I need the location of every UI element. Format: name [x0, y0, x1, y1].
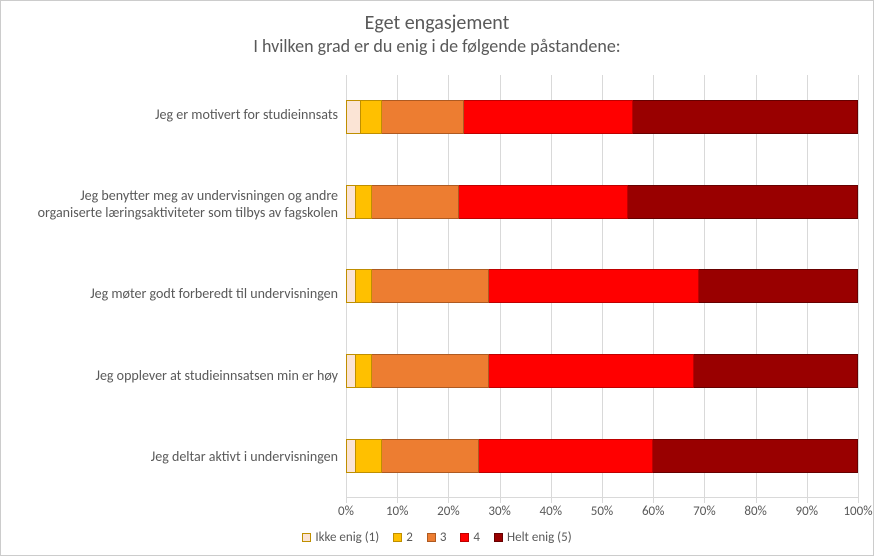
x-tick-mark	[756, 498, 757, 503]
chart-subtitle: I hvilken grad er du enig i de følgende …	[16, 35, 858, 57]
x-tick-mark	[551, 498, 552, 503]
bar-segment	[653, 439, 858, 473]
bar-segment	[356, 269, 371, 303]
x-axis-ticks: 0%10%20%30%40%50%60%70%80%90%100%	[346, 498, 858, 526]
x-ticks-spacer	[16, 498, 346, 526]
bar	[346, 354, 858, 388]
x-tick-label: 50%	[591, 504, 613, 519]
bar-segment	[459, 185, 628, 219]
y-axis-label: Jeg deltar aktivt i undervisningen	[16, 449, 338, 466]
gridline	[858, 75, 859, 498]
bar-segment	[346, 354, 356, 388]
bar	[346, 185, 858, 219]
chart-title: Eget engasjement	[16, 11, 858, 35]
bar-segment	[356, 354, 371, 388]
legend-item: 2	[393, 530, 413, 545]
bar-segment	[382, 100, 464, 134]
x-tick-mark	[500, 498, 501, 503]
bar-segment	[346, 185, 356, 219]
chart-titles: Eget engasjement I hvilken grad er du en…	[16, 11, 858, 57]
legend-swatch	[302, 533, 311, 542]
x-tick-mark	[346, 498, 347, 503]
legend-item: Helt enig (5)	[494, 530, 572, 545]
x-tick-label: 40%	[540, 504, 562, 519]
bar-segment	[489, 269, 699, 303]
x-tick-label: 10%	[386, 504, 408, 519]
bar-segment	[464, 100, 633, 134]
bar	[346, 100, 858, 134]
bar-segment	[489, 354, 694, 388]
legend-item: Ikke enig (1)	[302, 530, 379, 545]
y-axis-label: Jeg møter godt forberedt til undervisnin…	[16, 286, 338, 303]
legend-label: 3	[440, 530, 447, 545]
legend-label: 4	[473, 530, 480, 545]
bar-segment	[628, 185, 858, 219]
legend-swatch	[393, 533, 402, 542]
plot-area	[346, 75, 858, 498]
bar-segment	[346, 100, 361, 134]
y-axis-label: Jeg benytter meg av undervisningen og an…	[16, 188, 338, 222]
bar-segment	[479, 439, 653, 473]
x-tick-mark	[653, 498, 654, 503]
legend-item: 3	[427, 530, 447, 545]
bar-segment	[382, 439, 479, 473]
bar-segment	[346, 439, 356, 473]
legend-item: 4	[460, 530, 480, 545]
legend: Ikke enig (1) 2 3 4 Helt enig (5)	[16, 530, 858, 545]
bar-segment	[372, 269, 490, 303]
legend-label: Helt enig (5)	[507, 530, 572, 545]
x-tick-label: 100%	[843, 504, 872, 519]
x-tick-mark	[807, 498, 808, 503]
bar-segment	[633, 100, 858, 134]
bar-segment	[346, 269, 356, 303]
bar-segment	[372, 185, 459, 219]
x-ticks-row: 0%10%20%30%40%50%60%70%80%90%100%	[16, 498, 858, 526]
bar-segment	[699, 269, 858, 303]
y-axis-label: Jeg opplever at studieinnsatsen min er h…	[16, 368, 338, 385]
y-axis-labels: Jeg er motivert for studieinnsats Jeg ben…	[16, 75, 346, 498]
x-tick-label: 70%	[693, 504, 715, 519]
legend-swatch	[460, 533, 469, 542]
x-tick-label: 20%	[437, 504, 459, 519]
x-tick-mark	[704, 498, 705, 503]
y-axis-label: Jeg er motivert for studieinnsats	[16, 107, 338, 124]
x-tick-label: 0%	[338, 504, 354, 519]
bar-segment	[361, 100, 381, 134]
x-tick-mark	[858, 498, 859, 503]
chart-container: Eget engasjement I hvilken grad er du en…	[0, 0, 874, 556]
x-tick-label: 30%	[488, 504, 510, 519]
bar-segment	[372, 354, 490, 388]
x-tick-label: 60%	[642, 504, 664, 519]
x-tick-label: 80%	[744, 504, 766, 519]
bars-group	[346, 75, 858, 498]
plot-row: Jeg er motivert for studieinnsats Jeg ben…	[16, 75, 858, 498]
bar	[346, 269, 858, 303]
bar-segment	[356, 439, 382, 473]
bar-segment	[694, 354, 858, 388]
x-tick-mark	[602, 498, 603, 503]
bar-segment	[356, 185, 371, 219]
legend-swatch	[427, 533, 436, 542]
x-tick-mark	[397, 498, 398, 503]
legend-swatch	[494, 533, 503, 542]
bar	[346, 439, 858, 473]
legend-label: 2	[406, 530, 413, 545]
legend-label: Ikke enig (1)	[315, 530, 379, 545]
x-tick-mark	[448, 498, 449, 503]
x-tick-label: 90%	[796, 504, 818, 519]
